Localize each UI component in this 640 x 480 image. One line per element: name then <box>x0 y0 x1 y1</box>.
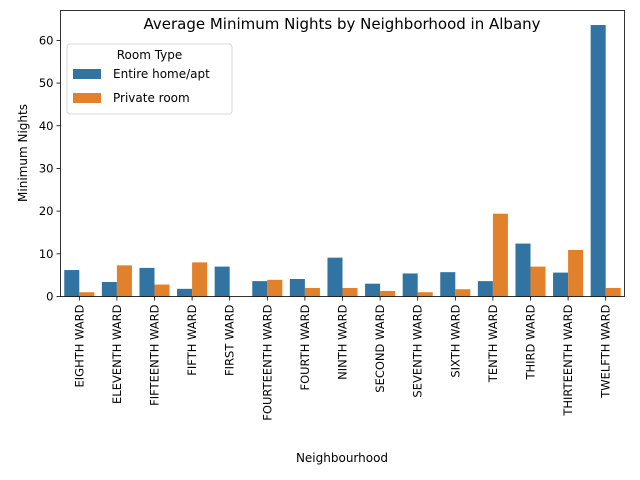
x-tick-label: FIRST WARD <box>223 304 237 376</box>
bar-private-room-5 <box>267 279 283 297</box>
x-axis: EIGHTH WARD ELEVENTH WARD FIFTEENTH WARD FI… <box>72 296 613 421</box>
bar-private-room-2 <box>154 284 170 297</box>
bar-private-room-10 <box>455 289 471 297</box>
y-tick-label: 40 <box>39 119 54 133</box>
legend: Room Type Entire home/apt Private room <box>66 43 233 115</box>
y-tick-label: 20 <box>39 204 54 218</box>
x-tick-label: TWELFTH WARD <box>599 304 613 398</box>
chart-title: Average Minimum Nights by Neighborhood i… <box>143 15 540 33</box>
bar-entire-home-4 <box>214 266 230 297</box>
bar-entire-home-10 <box>440 272 456 297</box>
bar-private-room-14 <box>605 287 621 297</box>
legend-label-entire-home: Entire home/apt <box>113 67 210 81</box>
bar-entire-home-1 <box>101 281 117 297</box>
bar-entire-home-3 <box>177 288 193 297</box>
bars-group <box>64 25 621 297</box>
bar-private-room-11 <box>492 213 508 297</box>
y-axis-label: Minimum Nights <box>16 104 30 202</box>
legend-swatch-entire-home <box>73 69 101 79</box>
x-tick-label: EIGHTH WARD <box>72 304 86 387</box>
bar-private-room-0 <box>79 292 95 297</box>
bar-private-room-13 <box>568 249 584 297</box>
legend-box <box>66 43 233 115</box>
x-tick-label: NINTH WARD <box>336 304 350 380</box>
x-axis-label: Neighbourhood <box>296 451 388 465</box>
x-tick-label: TENTH WARD <box>486 304 500 383</box>
bar-entire-home-0 <box>64 270 80 297</box>
y-axis: 0 10 20 30 40 50 60 <box>39 33 61 304</box>
bar-entire-home-12 <box>515 243 531 297</box>
bar-entire-home-8 <box>365 283 381 297</box>
bar-entire-home-14 <box>590 25 606 297</box>
bar-private-room-3 <box>192 262 208 297</box>
bar-entire-home-2 <box>139 267 155 297</box>
bar-private-room-8 <box>380 290 396 297</box>
bar-entire-home-11 <box>477 281 493 297</box>
x-tick-label: FOURTH WARD <box>298 304 312 390</box>
legend-swatch-private-room <box>73 93 101 103</box>
x-tick-label: SEVENTH WARD <box>411 304 425 397</box>
y-tick-label: 30 <box>39 161 54 175</box>
bar-private-room-12 <box>530 266 546 297</box>
bar-entire-home-13 <box>553 272 569 297</box>
x-tick-label: THIRTEENTH WARD <box>561 304 575 416</box>
y-tick-label: 0 <box>46 290 53 304</box>
bar-private-room-6 <box>304 287 320 297</box>
bar-private-room-9 <box>417 292 433 297</box>
y-tick-label: 50 <box>39 76 54 90</box>
y-tick-label: 60 <box>39 33 54 47</box>
bar-entire-home-6 <box>289 279 305 297</box>
x-tick-label: THIRD WARD <box>524 304 538 380</box>
plot-frame <box>60 10 625 297</box>
bar-entire-home-7 <box>327 257 343 297</box>
bar-private-room-1 <box>116 265 132 297</box>
legend-label-private-room: Private room <box>113 91 190 105</box>
bar-entire-home-9 <box>402 273 418 297</box>
x-tick-label: SECOND WARD <box>373 304 387 392</box>
legend-title: Room Type <box>117 48 183 62</box>
bar-private-room-7 <box>342 287 358 297</box>
x-tick-label: ELEVENTH WARD <box>110 304 124 404</box>
y-tick-label: 10 <box>39 247 54 261</box>
x-tick-label: FOURTEENTH WARD <box>260 304 274 420</box>
bar-entire-home-5 <box>252 281 268 297</box>
x-tick-label: FIFTH WARD <box>185 304 199 375</box>
x-tick-label: FIFTEENTH WARD <box>148 304 162 406</box>
x-tick-label: SIXTH WARD <box>448 304 462 377</box>
